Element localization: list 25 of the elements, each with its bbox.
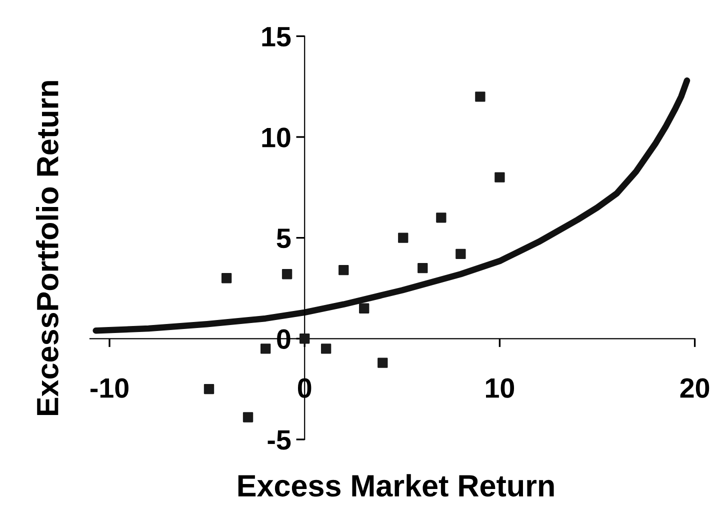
x-tick-label: 20 [680,378,710,398]
x-tick-label: 10 [486,378,514,398]
x-axis-title: Excess Market Return [238,474,554,497]
point [418,262,428,274]
point [282,269,292,280]
y-tick-label: -5 [268,430,291,450]
y-tick-label: 10 [262,128,290,148]
point [242,412,254,422]
point [300,334,310,344]
point [494,172,505,182]
point [378,358,388,368]
point [204,384,214,394]
x-tick-label: -10 [90,378,128,398]
point [320,344,332,354]
point [456,248,466,260]
point [338,264,349,276]
point [398,232,408,243]
y-tick-label: 5 [276,228,291,248]
point [436,212,446,223]
y-tick-label: 15 [262,27,291,47]
y-axis-title: ExcessPortfolio Return [36,81,58,416]
point [260,344,271,354]
point [221,273,232,284]
point [475,92,486,102]
point [359,303,370,314]
